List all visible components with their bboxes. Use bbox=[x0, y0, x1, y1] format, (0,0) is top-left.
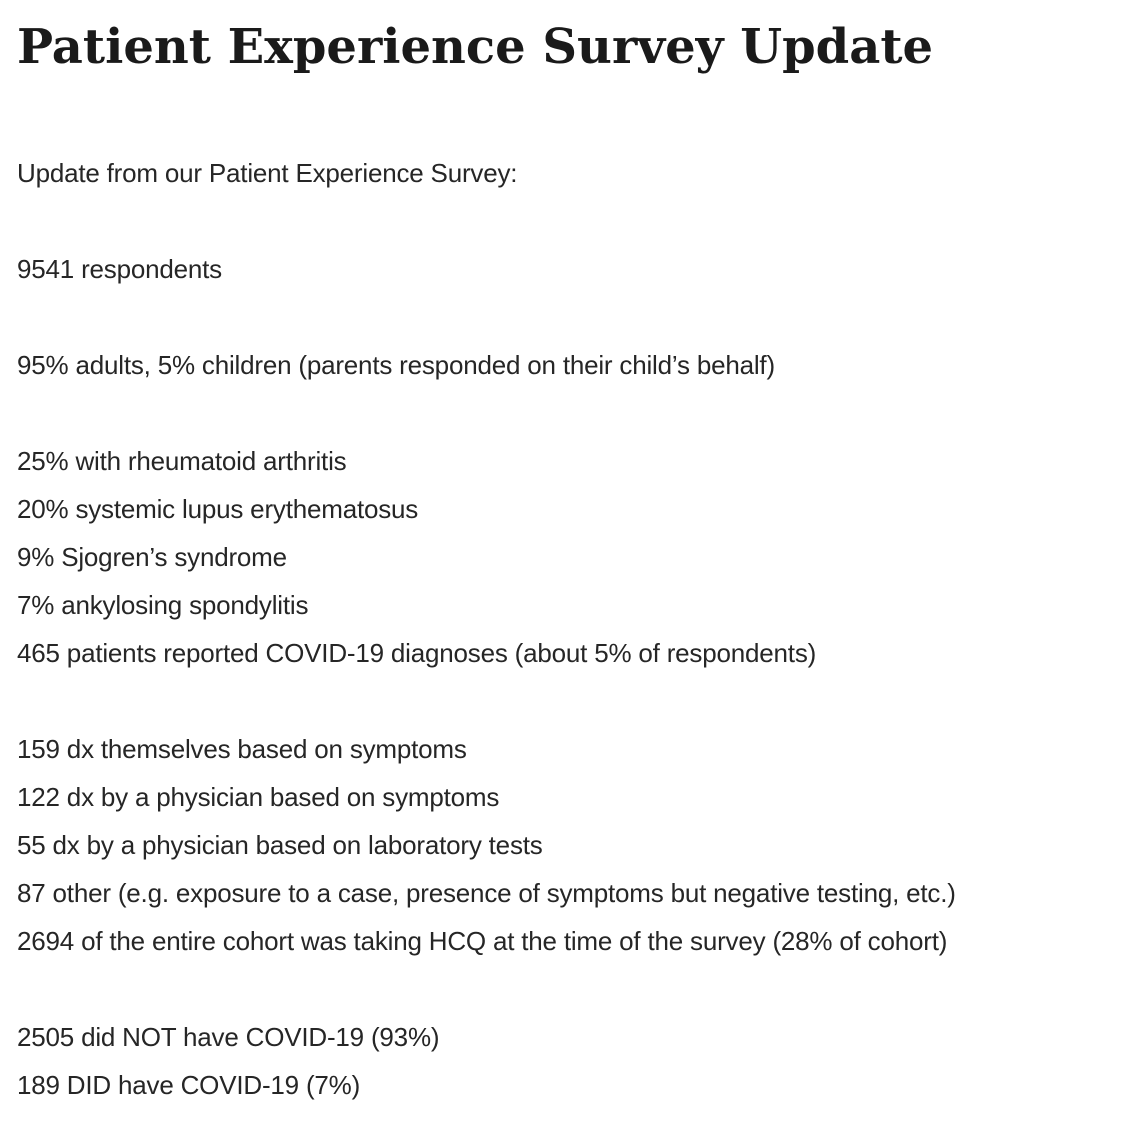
article-body: Update from our Patient Experience Surve… bbox=[17, 149, 1100, 1109]
text-line: 2694 of the entire cohort was taking HCQ… bbox=[17, 926, 948, 956]
intro-text: Update from our Patient Experience Surve… bbox=[17, 158, 518, 188]
text-line: 465 patients reported COVID-19 diagnoses… bbox=[17, 638, 817, 668]
text-line: 20% systemic lupus erythematosus bbox=[17, 494, 419, 524]
text-line: 159 dx themselves based on symptoms bbox=[17, 734, 467, 764]
respondents-paragraph: 9541 respondents bbox=[17, 245, 1100, 293]
text-line: 7% ankylosing spondylitis bbox=[17, 590, 309, 620]
text-line: 9% Sjogren’s syndrome bbox=[17, 542, 287, 572]
demographics-paragraph: 95% adults, 5% children (parents respond… bbox=[17, 341, 1100, 389]
text-line: 2505 did NOT have COVID-19 (93%) bbox=[17, 1022, 440, 1052]
diagnoses-breakdown-paragraph: 25% with rheumatoid arthritis 20% system… bbox=[17, 437, 1100, 677]
text-line: 87 other (e.g. exposure to a case, prese… bbox=[17, 878, 956, 908]
text-line: 55 dx by a physician based on laboratory… bbox=[17, 830, 543, 860]
text-line: 122 dx by a physician based on symptoms bbox=[17, 782, 500, 812]
text-line: 189 DID have COVID-19 (7%) bbox=[17, 1070, 361, 1100]
text-line: 95% adults, 5% children (parents respond… bbox=[17, 350, 775, 380]
text-line: 25% with rheumatoid arthritis bbox=[17, 446, 347, 476]
intro-paragraph: Update from our Patient Experience Surve… bbox=[17, 149, 1100, 197]
covid-dx-method-paragraph: 159 dx themselves based on symptoms 122 … bbox=[17, 725, 1100, 965]
hcq-covid-status-paragraph: 2505 did NOT have COVID-19 (93%) 189 DID… bbox=[17, 1013, 1100, 1109]
text-line: 9541 respondents bbox=[17, 254, 222, 284]
page-title: Patient Experience Survey Update bbox=[17, 19, 934, 75]
